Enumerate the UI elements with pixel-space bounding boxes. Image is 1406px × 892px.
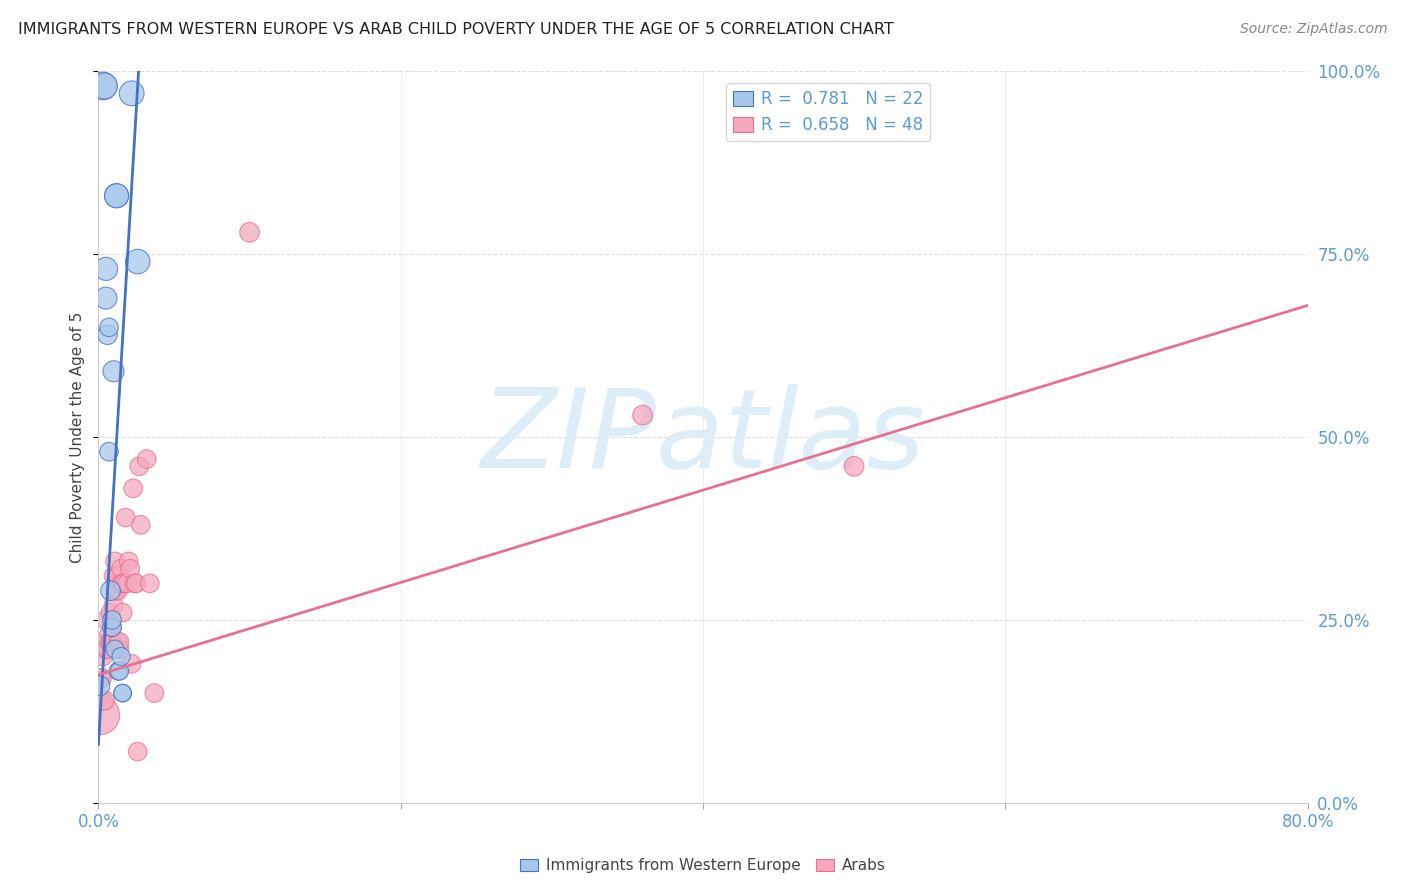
- Point: [122, 481, 145, 495]
- Point: [239, 225, 262, 239]
- Point: [120, 562, 142, 576]
- Y-axis label: Child Poverty Under the Age of 5: Child Poverty Under the Age of 5: [70, 311, 86, 563]
- Point: [110, 576, 132, 591]
- Point: [89, 679, 111, 693]
- Point: [108, 642, 131, 657]
- Point: [107, 569, 129, 583]
- Point: [115, 576, 138, 591]
- Point: [93, 78, 115, 93]
- Point: [107, 635, 129, 649]
- Point: [100, 606, 122, 620]
- Point: [94, 642, 117, 657]
- Point: [104, 642, 127, 657]
- Point: [112, 576, 135, 591]
- Point: [129, 517, 152, 532]
- Point: [98, 635, 121, 649]
- Point: [94, 613, 117, 627]
- Point: [96, 642, 118, 657]
- Point: [111, 606, 134, 620]
- Point: [98, 320, 121, 334]
- Point: [118, 554, 141, 568]
- Point: [91, 693, 114, 707]
- Point: [631, 408, 654, 422]
- Point: [90, 672, 112, 686]
- Point: [91, 649, 114, 664]
- Point: [114, 510, 136, 524]
- Text: IMMIGRANTS FROM WESTERN EUROPE VS ARAB CHILD POVERTY UNDER THE AGE OF 5 CORRELAT: IMMIGRANTS FROM WESTERN EUROPE VS ARAB C…: [18, 22, 894, 37]
- Point: [91, 78, 114, 93]
- Point: [101, 635, 124, 649]
- Point: [101, 613, 124, 627]
- Point: [89, 708, 111, 723]
- Point: [111, 576, 134, 591]
- Point: [110, 649, 132, 664]
- Point: [143, 686, 166, 700]
- Point: [110, 562, 132, 576]
- Point: [107, 583, 129, 598]
- Point: [100, 583, 122, 598]
- Text: ZIPatlas: ZIPatlas: [481, 384, 925, 491]
- Point: [121, 87, 143, 101]
- Point: [111, 686, 134, 700]
- Point: [105, 583, 128, 598]
- Point: [127, 254, 149, 268]
- Point: [89, 672, 111, 686]
- Point: [105, 569, 128, 583]
- Point: [104, 583, 127, 598]
- Point: [139, 576, 162, 591]
- Legend: R =  0.781   N = 22, R =  0.658   N = 48: R = 0.781 N = 22, R = 0.658 N = 48: [727, 83, 931, 141]
- Point: [101, 620, 124, 634]
- Point: [100, 635, 122, 649]
- Point: [104, 554, 127, 568]
- Point: [94, 261, 117, 276]
- Point: [124, 576, 146, 591]
- Point: [135, 452, 157, 467]
- Point: [103, 364, 125, 378]
- Point: [108, 664, 131, 678]
- Point: [96, 327, 118, 342]
- Point: [127, 745, 149, 759]
- Point: [105, 188, 128, 202]
- Point: [125, 576, 148, 591]
- Point: [121, 657, 143, 671]
- Text: Source: ZipAtlas.com: Source: ZipAtlas.com: [1240, 22, 1388, 37]
- Point: [103, 569, 125, 583]
- Point: [94, 291, 117, 305]
- Point: [93, 693, 115, 707]
- Point: [111, 686, 134, 700]
- Point: [105, 188, 128, 202]
- Point: [98, 627, 121, 641]
- Point: [101, 620, 124, 634]
- Point: [128, 459, 150, 474]
- Point: [844, 459, 866, 474]
- Point: [103, 599, 125, 613]
- Point: [107, 664, 129, 678]
- Point: [108, 635, 131, 649]
- Point: [98, 444, 121, 458]
